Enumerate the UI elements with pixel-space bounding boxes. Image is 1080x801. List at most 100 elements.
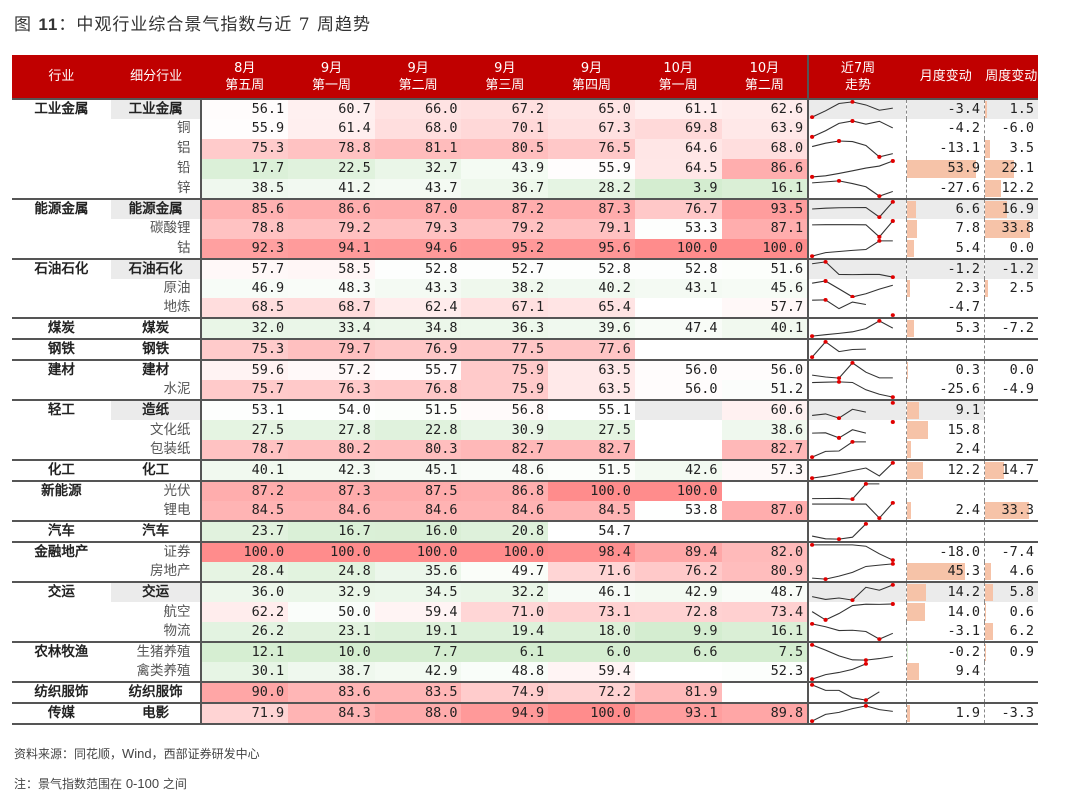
- change-value: 4.6: [1009, 563, 1034, 580]
- positive-change-bar: [907, 563, 966, 581]
- index-value-cell: 43.1: [634, 278, 722, 299]
- trend-sparkline: [807, 298, 907, 319]
- industry-cell: 石油石化: [12, 257, 111, 279]
- sparkline-chart: [811, 602, 896, 623]
- change-value: 33.8: [1001, 220, 1034, 237]
- index-value-cell: 51.6: [721, 257, 810, 279]
- negative-change-bar: [907, 140, 908, 158]
- table-row: 农林牧渔 生猪养殖 12.1 10.0 7.7 6.1 6.0 6.6 7.5 -0.2 0.9: [12, 641, 1038, 663]
- index-value-cell: 100.0: [634, 238, 722, 259]
- weekly-change-cell: -6.0: [984, 119, 1038, 139]
- index-value-cell: 89.4: [634, 541, 722, 563]
- positive-change-bar: [907, 279, 911, 298]
- weekly-change-cell: 14.7: [984, 459, 1038, 482]
- trend-sparkline: [807, 317, 907, 340]
- sparkline-chart: [810, 119, 894, 139]
- change-value: -3.1: [947, 623, 981, 640]
- sparkline-chart: [812, 501, 896, 521]
- index-value-cell: 47.4: [634, 317, 722, 340]
- index-value-cell: 53.3: [634, 218, 722, 239]
- index-value-cell: 71.6: [548, 562, 635, 583]
- index-value-cell: 6.6: [634, 641, 722, 663]
- table-row: 纺织服饰 纺织服饰 90.0 83.6 83.5 74.9 72.2 81.9: [12, 681, 1038, 704]
- index-value-cell: 81.1: [374, 138, 462, 159]
- weekly-change-cell: [984, 480, 1038, 502]
- index-value-cell: 56.8: [461, 399, 549, 421]
- table-row: 文化纸 27.5 27.8 22.8 30.9 27.5 38.6 15.8: [12, 420, 1038, 441]
- index-value-cell: 22.5: [288, 158, 375, 179]
- index-value-cell: 36.3: [461, 317, 549, 340]
- index-value-cell: [634, 298, 722, 319]
- trend-sparkline: [807, 257, 907, 279]
- index-value-cell: 76.7: [634, 197, 722, 219]
- change-value: -1.2: [1001, 260, 1034, 277]
- index-value-cell: 19.1: [374, 622, 462, 643]
- sparkline-chart: [810, 622, 894, 642]
- change-value: 7.8: [955, 220, 981, 237]
- weekly-change-cell: 5.8: [984, 581, 1038, 603]
- trend-sparkline: [807, 119, 907, 139]
- positive-change-bar: [985, 101, 988, 118]
- weekly-change-cell: 0.0: [984, 359, 1038, 381]
- monthly-change-cell: 9.1: [906, 399, 985, 421]
- positive-change-bar: [907, 159, 977, 178]
- index-value-cell: 84.3: [288, 702, 375, 726]
- positive-change-bar: [907, 705, 910, 723]
- table-row: 航空 62.2 50.0 59.4 71.0 73.1 72.8 73.4 14.0 0.6: [12, 602, 1038, 623]
- index-value-cell: 59.6: [201, 359, 289, 381]
- index-value-cell: [721, 480, 810, 502]
- index-value-cell: 55.9: [201, 119, 289, 139]
- change-value: -25.6: [939, 381, 981, 398]
- index-value-cell: 56.1: [201, 98, 289, 119]
- index-value-cell: 59.4: [374, 602, 462, 623]
- weekly-change-cell: [984, 399, 1038, 421]
- col-header-week: 8月 第五周: [201, 55, 289, 99]
- index-value-cell: 48.7: [721, 581, 810, 603]
- negative-change-bar: [907, 299, 908, 316]
- industry-cell: [12, 562, 111, 582]
- index-value-cell: 42.6: [634, 459, 722, 482]
- positive-change-bar: [985, 462, 1005, 480]
- index-value-cell: 10.0: [288, 641, 375, 663]
- sparkline-chart: [812, 380, 896, 400]
- index-value-cell: 77.6: [548, 338, 635, 361]
- weekly-change-cell: 3.5: [984, 138, 1038, 159]
- index-value-cell: 34.8: [374, 317, 462, 340]
- index-value-cell: 63.9: [721, 119, 810, 139]
- industry-cell: 交运: [12, 581, 111, 603]
- index-value-cell: 35.6: [374, 562, 462, 583]
- index-value-cell: 76.2: [634, 562, 722, 583]
- index-value-cell: 57.7: [201, 257, 289, 279]
- change-value: 12.2: [947, 462, 981, 479]
- index-value-cell: 51.5: [374, 399, 462, 421]
- change-value: 1.5: [1009, 101, 1034, 117]
- sub-industry-cell: 地炼: [110, 298, 203, 319]
- change-value: 2.4: [955, 502, 981, 519]
- index-value-cell: 75.9: [461, 380, 549, 401]
- index-value-cell: 32.0: [201, 317, 289, 340]
- index-value-cell: 84.6: [461, 501, 549, 522]
- sparkline-chart: [810, 684, 880, 703]
- index-value-cell: 33.4: [288, 317, 375, 340]
- index-value-cell: 87.5: [374, 480, 462, 502]
- index-value-cell: 92.3: [201, 238, 289, 259]
- weekly-change-cell: -3.3: [984, 702, 1038, 726]
- index-value-cell: 100.0: [721, 238, 810, 259]
- industry-cell: [12, 622, 111, 642]
- index-value-cell: 68.7: [288, 298, 375, 319]
- sub-industry-cell: 能源金属: [110, 197, 203, 219]
- index-value-cell: 100.0: [548, 480, 635, 502]
- index-value-cell: [634, 399, 722, 421]
- index-value-cell: 38.5: [201, 178, 289, 199]
- weekly-change-cell: [984, 520, 1038, 543]
- trend-sparkline: [807, 158, 907, 179]
- positive-change-bar: [985, 219, 1030, 238]
- trend-sparkline: [807, 197, 907, 219]
- index-value-cell: 75.9: [461, 359, 549, 381]
- monthly-change-cell: -25.6: [906, 380, 985, 401]
- index-value-cell: 90.0: [201, 681, 289, 704]
- change-value: 0.0: [1009, 239, 1034, 256]
- positive-change-bar: [907, 219, 918, 238]
- weekly-change-cell: 33.3: [984, 501, 1038, 522]
- negative-change-bar: [985, 320, 986, 337]
